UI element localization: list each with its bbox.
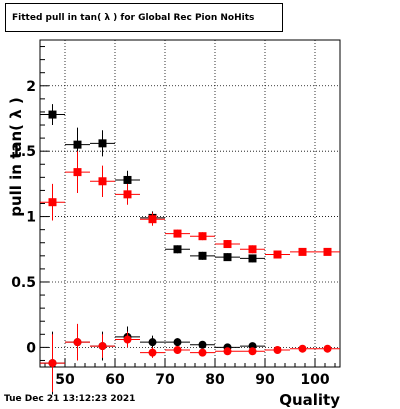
y-tick-label: 1: [26, 210, 36, 226]
data-marker: [48, 359, 57, 368]
data-marker: [223, 347, 232, 356]
data-marker: [123, 335, 132, 344]
data-marker: [98, 139, 107, 148]
y-tick-label: 0: [26, 340, 36, 356]
y-tick-label: 0.5: [11, 275, 36, 291]
data-marker: [198, 340, 207, 349]
data-marker: [73, 140, 82, 149]
data-points: [40, 104, 340, 395]
data-marker: [223, 240, 232, 249]
data-marker: [248, 245, 257, 254]
data-marker: [323, 344, 332, 353]
data-marker: [298, 247, 307, 256]
data-marker: [273, 250, 282, 259]
data-marker: [48, 110, 57, 119]
data-marker: [98, 342, 107, 351]
x-axis-label: Quality: [279, 391, 340, 409]
series-1: [40, 104, 265, 263]
data-marker: [223, 253, 232, 262]
data-marker: [248, 347, 257, 356]
data-marker: [173, 229, 182, 238]
plot-title: Fitted pull in tan( λ ) for Global Rec P…: [5, 3, 283, 32]
data-marker: [173, 245, 182, 254]
data-marker: [323, 247, 332, 256]
data-marker: [173, 345, 182, 354]
data-marker: [73, 168, 82, 177]
data-marker: [148, 338, 157, 347]
data-marker: [123, 175, 132, 184]
y-tick-label: 2: [26, 79, 36, 95]
data-marker: [48, 198, 57, 207]
series-4: [40, 323, 340, 392]
grid-lines: [40, 40, 340, 367]
x-tick-label: 60: [105, 372, 125, 388]
data-marker: [273, 345, 282, 354]
x-tick-label: 70: [155, 372, 175, 388]
data-marker: [173, 338, 182, 347]
timestamp: Tue Dec 21 13:12:23 2021: [4, 394, 136, 404]
series-2: [40, 151, 340, 259]
x-tick-label: 90: [255, 372, 275, 388]
data-marker: [298, 344, 307, 353]
data-marker: [98, 177, 107, 186]
axes: 50 60 70 80 90 100 0 0.5 1 1.5 2: [11, 46, 336, 388]
x-tick-label: 50: [55, 372, 75, 388]
data-marker: [248, 254, 257, 263]
plot-frame: [39, 39, 341, 368]
data-marker: [198, 348, 207, 357]
x-tick-label: 100: [300, 372, 329, 388]
data-marker: [198, 251, 207, 260]
y-tick-label: 1.5: [11, 144, 36, 160]
y-axis-label: pull in tan( λ ): [7, 97, 25, 217]
data-marker: [73, 338, 82, 347]
data-marker: [198, 232, 207, 241]
data-marker: [148, 215, 157, 224]
data-marker: [148, 348, 157, 357]
data-marker: [123, 190, 132, 199]
x-tick-label: 80: [205, 372, 225, 388]
